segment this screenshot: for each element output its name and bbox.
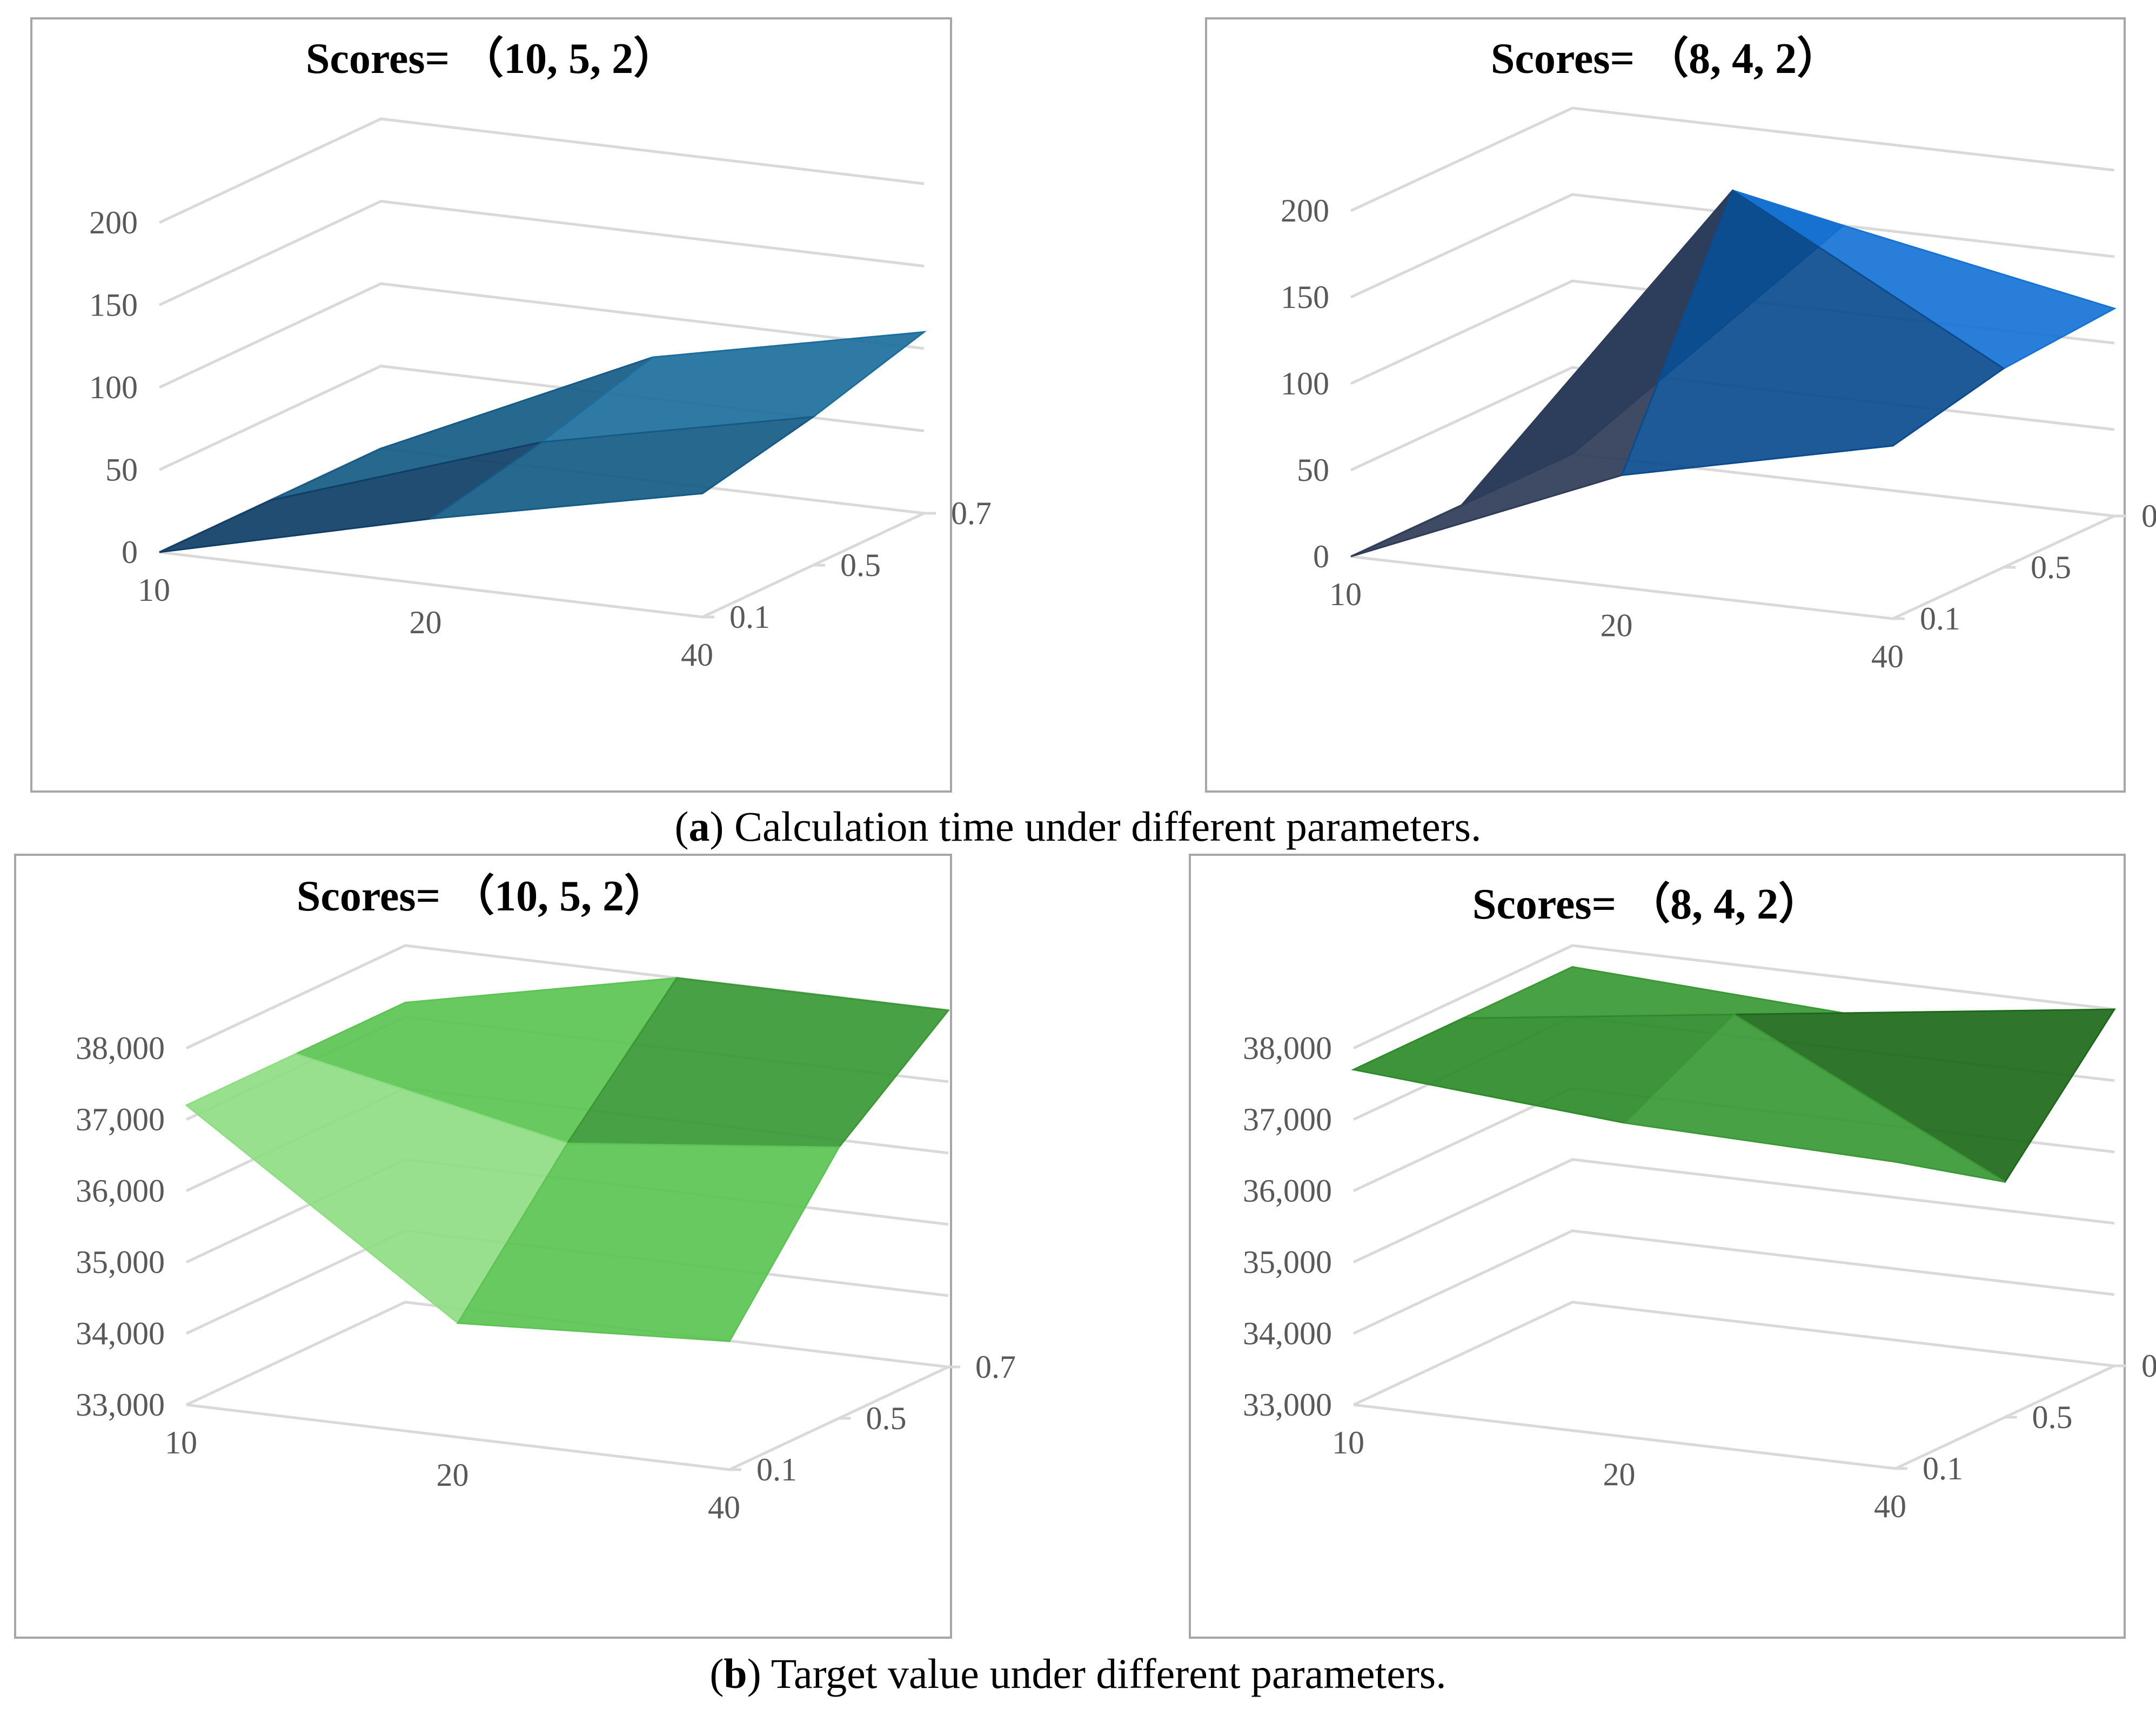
depth-tick-label: 0.7 <box>2141 498 2156 534</box>
x-tick-label: 10 <box>138 572 170 608</box>
gridline <box>1352 944 2115 1050</box>
z-tick-label: 38,000 <box>76 1030 165 1066</box>
surface-patch <box>1623 1013 2006 1183</box>
x-tick-label: 40 <box>1874 1489 1906 1524</box>
panel-b-left-title: Scores= （10, 5, 2） <box>297 873 667 920</box>
z-tick-label: 150 <box>89 287 138 323</box>
z-tick-label: 34,000 <box>1243 1316 1332 1351</box>
x-tick-label: 20 <box>437 1457 469 1493</box>
depth-tick-label: 0.1 <box>756 1452 797 1487</box>
depth-tick-label: 0.7 <box>2141 1348 2156 1384</box>
z-tick-label: 200 <box>89 205 138 240</box>
z-tick-label: 50 <box>1297 452 1329 488</box>
panel-b-right-title: Scores= （8, 4, 2） <box>1472 881 1822 928</box>
caption-b-text: ) Target value under different parameter… <box>747 1650 1447 1697</box>
x-tick-label: 10 <box>1332 1425 1364 1460</box>
z-tick-label: 33,000 <box>76 1387 165 1423</box>
gridline <box>1350 106 2115 212</box>
panel-a-left-title: Scores= （10, 5, 2） <box>306 35 677 83</box>
gridline <box>158 199 925 306</box>
depth-tick-label: 0.5 <box>840 547 881 583</box>
z-tick-label: 35,000 <box>76 1244 165 1280</box>
gridline <box>1350 193 2115 299</box>
x-tick-label: 40 <box>681 637 713 673</box>
z-tick-label: 36,000 <box>76 1173 165 1209</box>
x-axis-line <box>1350 555 1893 620</box>
chart-b-left: 33,000 34,000 35,000 36,000 37,000 38,000 10 20… <box>76 944 1016 1525</box>
z-tick-label: 36,000 <box>1243 1173 1332 1209</box>
x-axis-line <box>159 551 703 619</box>
surface-patch <box>1621 189 2005 477</box>
surface-patch <box>456 1142 841 1342</box>
chart-a-left: 0 50 100 150 200 10 20 40 0.1 0.5 0.7 <box>89 117 992 673</box>
x-tick-label: 10 <box>1329 577 1362 612</box>
x-tick-label: 20 <box>1601 608 1633 644</box>
surface-patch <box>427 415 816 520</box>
z-tick-label: 100 <box>1281 366 1329 401</box>
depth-tick-label: 0.5 <box>2031 549 2071 585</box>
x-axis-line <box>186 1403 730 1471</box>
z-tick-label: 200 <box>1281 193 1329 229</box>
x-axis-line <box>1353 1403 1896 1470</box>
chart-a-right: 0 50 100 150 200 10 20 40 0.1 0.5 0.7 <box>1281 106 2156 674</box>
depth-tick-label: 0.7 <box>951 495 992 531</box>
depth-tick-label: 0.1 <box>729 599 770 635</box>
depth-tick-label: 0.7 <box>975 1349 1016 1385</box>
x-tick-label: 40 <box>708 1490 740 1525</box>
z-tick-label: 50 <box>105 452 138 488</box>
caption-a: (a) Calculation time under different par… <box>675 803 1482 850</box>
depth-tick-label: 0.1 <box>1920 601 1960 636</box>
depth-tick-label: 0.1 <box>1923 1451 1963 1486</box>
z-tick-label: 33,000 <box>1243 1387 1332 1423</box>
z-tick-label: 35,000 <box>1243 1244 1332 1280</box>
z-tick-label: 150 <box>1281 279 1329 315</box>
z-tick-label: 37,000 <box>76 1102 165 1137</box>
chart-b-right: 33,000 34,000 35,000 36,000 37,000 38,000 10 20… <box>1243 944 2156 1524</box>
gridline <box>185 1301 949 1406</box>
caption-a-letter: a <box>688 803 709 850</box>
gridline <box>1352 1158 2115 1264</box>
x-tick-label: 20 <box>410 605 442 640</box>
panel-a-right-title: Scores= （8, 4, 2） <box>1491 35 1840 83</box>
gridline <box>158 282 925 389</box>
x-tick-label: 40 <box>1871 639 1904 674</box>
z-tick-label: 34,000 <box>76 1316 165 1351</box>
caption-b-letter: b <box>724 1650 747 1697</box>
gridline <box>158 117 925 224</box>
depth-tick-label: 0.5 <box>866 1400 907 1436</box>
z-tick-label: 0 <box>122 534 138 570</box>
gridline <box>1352 1301 2115 1406</box>
z-tick-label: 37,000 <box>1243 1102 1332 1137</box>
depth-tick-label: 0.5 <box>2032 1399 2073 1435</box>
x-tick-label: 10 <box>165 1425 197 1460</box>
z-tick-label: 100 <box>89 370 138 405</box>
caption-b: (b) Target value under different paramet… <box>709 1650 1446 1697</box>
x-tick-label: 20 <box>1603 1457 1636 1492</box>
caption-a-text: ) Calculation time under different param… <box>709 803 1481 850</box>
gridline <box>1352 1229 2115 1335</box>
z-tick-label: 0 <box>1313 539 1329 574</box>
z-tick-label: 38,000 <box>1243 1030 1332 1066</box>
